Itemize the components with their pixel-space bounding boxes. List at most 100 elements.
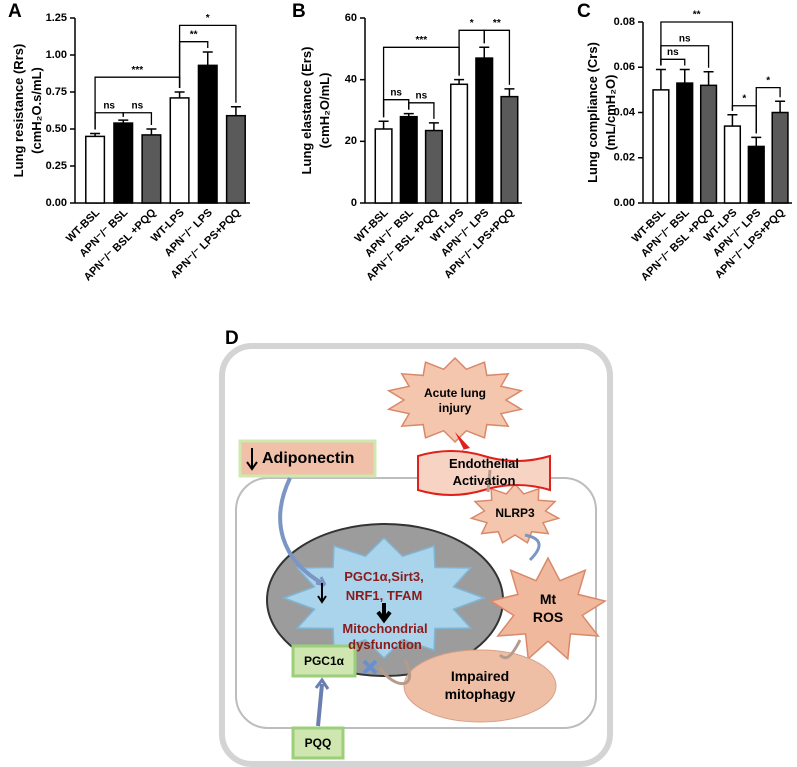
error-bar: [751, 136, 762, 147]
y-axis-label: Lung elastance (Ers) (cmH₂O/mL): [299, 47, 332, 175]
significance-bracket: [382, 46, 460, 118]
activation-banner: [417, 450, 551, 496]
bar: [113, 122, 134, 204]
significance-bracket: [660, 58, 686, 66]
bar: [374, 128, 393, 204]
pgc-box: [291, 644, 357, 678]
y-tick-label: 1.00: [46, 49, 67, 61]
y-tick-label: 0: [351, 197, 357, 209]
significance-label: ns: [667, 47, 679, 58]
significance-bracket: [483, 29, 511, 85]
y-tick-label: 0.75: [46, 86, 67, 98]
error-bar: [202, 51, 213, 66]
flow-arrowhead: [315, 576, 327, 587]
error-bar: [146, 128, 157, 135]
y-tick-label: 40: [345, 74, 357, 86]
flow-arrow: [486, 469, 492, 493]
bar: [169, 97, 190, 204]
panel-label: D: [225, 328, 239, 349]
y-tick-label: 1.25: [46, 12, 67, 24]
error-bar: [90, 132, 101, 137]
panel-label: B: [292, 1, 306, 22]
y-axis-label-line: Lung elastance (Ers): [299, 47, 314, 175]
bar: [225, 114, 246, 204]
panel-label: A: [8, 1, 22, 22]
y-tick-label: 60: [345, 12, 357, 24]
bar: [771, 111, 789, 204]
cristae: [281, 536, 487, 660]
block-mark: [362, 659, 378, 675]
nlrp3-label: NLRP3: [495, 506, 535, 520]
y-tick-label: 20: [345, 135, 357, 147]
significance-bracket: [122, 112, 153, 125]
significance-label: **: [493, 18, 501, 29]
significance-label: *: [206, 13, 210, 24]
y-tick-label: 0.08: [614, 16, 635, 28]
bar: [399, 115, 418, 204]
flow-arrow: [524, 533, 541, 562]
significance-label: *: [742, 93, 746, 104]
bar: [676, 82, 694, 204]
y-axis-label-line: Lung resistance (Rrs): [11, 44, 26, 178]
y-axis-label-line: (cmH₂O/mL): [317, 73, 332, 149]
bar: [197, 64, 218, 204]
error-bar: [454, 78, 465, 85]
bar: [699, 84, 718, 204]
adiponectin-label: Adiponectin: [262, 450, 354, 467]
bar: [450, 83, 469, 204]
flow-arrow: [498, 639, 522, 660]
significance-label: ns: [390, 87, 402, 98]
y-axis-label: Lung compliance (Crs) (mL/cmH₂O): [585, 42, 618, 183]
flow-arrow: [278, 477, 326, 587]
significance-bracket: [660, 45, 710, 68]
y-axis-label-line: (cmH₂O.s/mL): [29, 67, 44, 154]
mito-genes: PGC1α,Sirt3, NRF1, TFAM: [344, 569, 424, 603]
chart: C Lung compliance (Crs) (mL/cmH₂O) 0.00 0.02…: [577, 1, 792, 284]
error-bar: [174, 91, 185, 98]
y-tick-label: 0.25: [46, 160, 67, 172]
bar: [141, 134, 162, 204]
significance-label: ns: [415, 90, 427, 101]
pqq-box: [291, 726, 345, 760]
ros-star: [489, 556, 607, 661]
activation-label: Endothelial Activation: [449, 456, 519, 488]
error-bar: [727, 114, 738, 127]
error-bar: [118, 119, 129, 124]
down-arrow: [317, 583, 327, 604]
pqq-arrowhead: [314, 677, 330, 690]
bar: [723, 125, 742, 204]
dysfunction-label: Mitochondrial dysfunction: [342, 621, 427, 652]
significance-bracket: [755, 86, 781, 134]
error-bar: [775, 100, 786, 113]
flow-arrow: [378, 659, 412, 685]
y-tick-label: 0.02: [614, 152, 635, 164]
down-arrow: [376, 603, 392, 624]
chart: A Lung resistance (Rrs) (cmH₂O.s/mL) 0.00 0.…: [8, 1, 250, 284]
error-bar: [479, 46, 490, 59]
mitophagy-label: Impaired mitophagy: [445, 668, 516, 702]
bar: [424, 129, 443, 204]
bar: [500, 95, 519, 204]
pqq-label: PQQ: [305, 736, 332, 750]
down-arrow: [246, 448, 258, 471]
adiponectin-box: [238, 439, 377, 478]
error-bar: [504, 88, 515, 97]
y-tick-label: 0.04: [614, 106, 636, 118]
error-bar: [230, 106, 241, 116]
error-bar: [679, 68, 690, 84]
significance-label: **: [190, 29, 198, 40]
significance-label: ns: [103, 100, 115, 111]
y-axis-label: Lung resistance (Rrs) (cmH₂O.s/mL): [11, 44, 44, 178]
significance-label: ns: [131, 100, 143, 111]
bar: [747, 145, 765, 204]
significance-bracket: [382, 99, 410, 118]
significance-bracket: [178, 24, 237, 103]
y-axis-label-line: (mL/cmH₂O): [603, 75, 618, 151]
bar: [85, 135, 106, 204]
bar: [475, 57, 494, 204]
significance-label: *: [766, 75, 770, 86]
significance-label: ns: [679, 33, 691, 44]
injury-star: [386, 356, 524, 444]
error-bar: [703, 71, 714, 86]
